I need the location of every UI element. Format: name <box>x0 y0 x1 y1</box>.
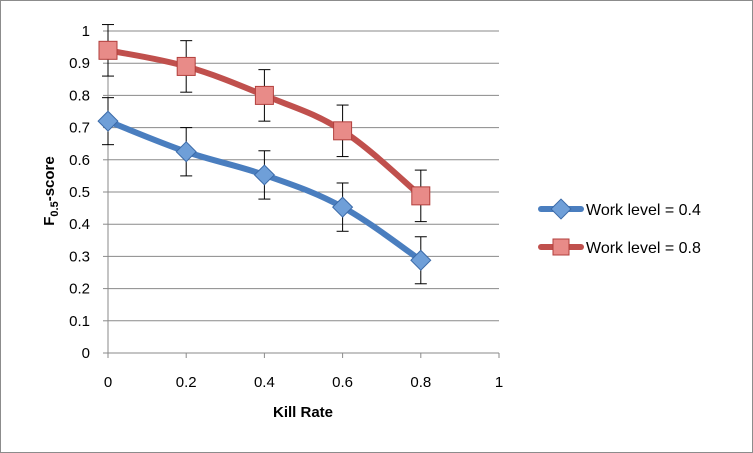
x-tick-label: 0.8 <box>410 374 431 391</box>
y-tick-label: 0 <box>82 345 90 362</box>
y-tick-label: 0.9 <box>69 55 90 72</box>
legend: Work level = 0.4 Work level = 0.8 <box>538 198 701 257</box>
x-tick-label: 0.2 <box>176 374 197 391</box>
data-point-series-1 <box>97 110 119 132</box>
data-point-series-2 <box>411 186 431 206</box>
y-axis-title: F0.5-score <box>41 156 61 226</box>
data-point-series-2 <box>333 121 353 141</box>
axes <box>103 30 500 358</box>
data-point-series-2 <box>98 40 118 60</box>
x-tick-label: 0.4 <box>254 374 275 391</box>
gridlines <box>108 30 499 322</box>
x-tick-label: 0.6 <box>332 374 353 391</box>
legend-item-series-2: Work level = 0.8 <box>538 238 701 257</box>
legend-item-series-1: Work level = 0.4 <box>538 198 701 220</box>
data-point-series-2 <box>254 85 274 105</box>
x-tick-label: 0 <box>104 374 112 391</box>
data-point-series-1 <box>175 141 197 163</box>
data-point-series-1 <box>331 196 354 218</box>
x-axis-title: Kill Rate <box>273 404 333 421</box>
y-tick-label: 0.5 <box>69 184 90 201</box>
y-tick-label: 0.7 <box>69 120 90 137</box>
y-tick-label: 0.6 <box>69 152 90 169</box>
y-tick-label: 0.2 <box>69 281 90 298</box>
legend-label-series-2: Work level = 0.8 <box>586 240 701 257</box>
tick-labels: 0 0.1 0.2 0.3 0.4 0.5 0.6 0.7 0.8 0.9 1 0 0.2 0.4 0.6 0… <box>69 23 503 391</box>
y-tick-label: 0.8 <box>69 87 90 104</box>
data-point-series-1 <box>253 164 276 186</box>
y-tick-label: 0.4 <box>69 216 90 233</box>
y-tick-label: 0.3 <box>69 248 90 265</box>
y-tick-label: 0.1 <box>69 313 90 330</box>
data-point-series-2 <box>176 56 196 76</box>
y-tick-label: 1 <box>82 23 90 40</box>
series-markers <box>97 40 432 271</box>
legend-label-series-1: Work level = 0.4 <box>586 202 701 219</box>
legend-marker-diamond <box>550 198 572 220</box>
data-point-series-1 <box>410 249 432 271</box>
x-tick-label: 1 <box>495 374 503 391</box>
legend-marker-square <box>552 238 570 256</box>
